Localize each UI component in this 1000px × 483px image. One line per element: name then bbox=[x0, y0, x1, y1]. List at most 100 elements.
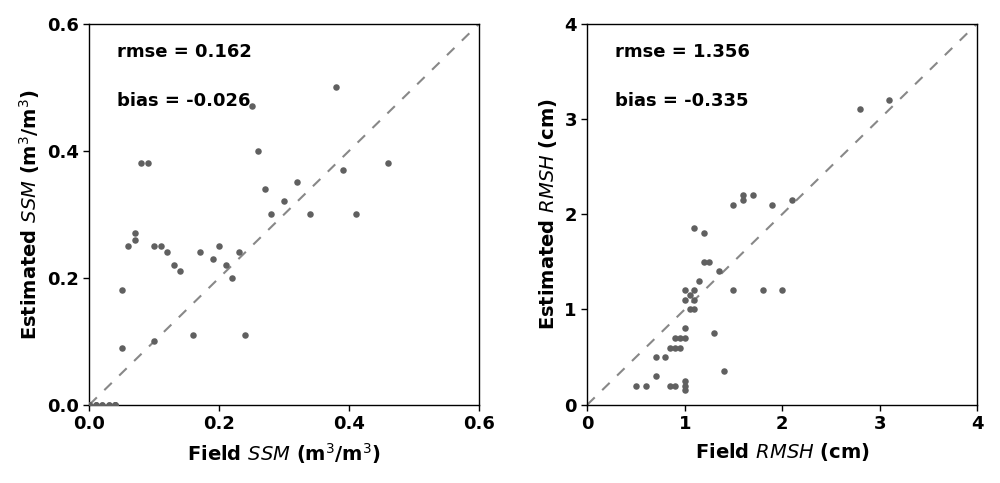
Point bbox=[677, 296, 693, 304]
Point bbox=[127, 229, 143, 237]
Point bbox=[745, 191, 761, 199]
Point bbox=[237, 331, 253, 339]
Text: bias = -0.026: bias = -0.026 bbox=[117, 92, 250, 110]
Point bbox=[380, 159, 396, 167]
Point bbox=[166, 261, 182, 269]
Point bbox=[784, 196, 800, 204]
Point bbox=[677, 286, 693, 294]
Point bbox=[648, 353, 664, 361]
Point bbox=[701, 258, 717, 266]
Point bbox=[146, 337, 162, 345]
Point bbox=[231, 248, 247, 256]
Point bbox=[94, 401, 110, 409]
Point bbox=[172, 268, 188, 275]
Point bbox=[133, 159, 149, 167]
Point bbox=[107, 401, 123, 409]
Point bbox=[682, 306, 698, 313]
Point bbox=[672, 344, 688, 352]
Point bbox=[94, 401, 110, 409]
Point bbox=[276, 198, 292, 205]
Point bbox=[192, 248, 208, 256]
Point bbox=[725, 201, 741, 209]
Point bbox=[328, 83, 344, 91]
Point bbox=[101, 401, 117, 409]
Text: bias = -0.335: bias = -0.335 bbox=[615, 92, 748, 110]
Point bbox=[677, 334, 693, 342]
Point bbox=[852, 105, 868, 113]
Point bbox=[244, 102, 260, 110]
Point bbox=[185, 331, 201, 339]
Point bbox=[667, 334, 683, 342]
Point bbox=[81, 401, 97, 409]
Point bbox=[711, 268, 727, 275]
Point bbox=[691, 277, 707, 284]
Point bbox=[159, 248, 175, 256]
Point bbox=[662, 344, 678, 352]
Point bbox=[205, 255, 221, 262]
Point bbox=[706, 329, 722, 337]
Point bbox=[696, 258, 712, 266]
Point bbox=[677, 377, 693, 385]
Point bbox=[648, 372, 664, 380]
Point bbox=[81, 401, 97, 409]
Point bbox=[677, 382, 693, 389]
Point bbox=[735, 191, 751, 199]
Point bbox=[107, 401, 123, 409]
Point bbox=[218, 261, 234, 269]
Point bbox=[348, 210, 364, 218]
Point bbox=[88, 401, 104, 409]
Point bbox=[881, 96, 897, 104]
Point bbox=[774, 286, 790, 294]
Point bbox=[81, 401, 97, 409]
Point bbox=[667, 382, 683, 389]
Point bbox=[289, 179, 305, 186]
Point bbox=[107, 401, 123, 409]
Point bbox=[657, 353, 673, 361]
Point bbox=[81, 401, 97, 409]
X-axis label: Field $\mathit{SSM}$ (m$^3$/m$^3$): Field $\mathit{SSM}$ (m$^3$/m$^3$) bbox=[187, 441, 381, 466]
Point bbox=[153, 242, 169, 250]
Point bbox=[250, 147, 266, 155]
Point bbox=[725, 286, 741, 294]
Point bbox=[667, 344, 683, 352]
Point bbox=[81, 401, 97, 409]
X-axis label: Field $\mathit{RMSH}$ (cm): Field $\mathit{RMSH}$ (cm) bbox=[695, 441, 870, 463]
Point bbox=[686, 225, 702, 232]
Point bbox=[127, 236, 143, 243]
Point bbox=[114, 286, 130, 294]
Point bbox=[257, 185, 273, 193]
Point bbox=[140, 159, 156, 167]
Text: rmse = 0.162: rmse = 0.162 bbox=[117, 43, 252, 61]
Y-axis label: Estimated $\mathit{RMSH}$ (cm): Estimated $\mathit{RMSH}$ (cm) bbox=[537, 98, 559, 330]
Point bbox=[335, 166, 351, 173]
Point bbox=[677, 386, 693, 394]
Point bbox=[638, 382, 654, 389]
Point bbox=[672, 334, 688, 342]
Point bbox=[81, 401, 97, 409]
Point bbox=[211, 242, 227, 250]
Point bbox=[686, 296, 702, 304]
Point bbox=[88, 401, 104, 409]
Point bbox=[662, 382, 678, 389]
Point bbox=[716, 368, 732, 375]
Point bbox=[120, 242, 136, 250]
Point bbox=[263, 210, 279, 218]
Point bbox=[88, 401, 104, 409]
Point bbox=[81, 401, 97, 409]
Point bbox=[628, 382, 644, 389]
Point bbox=[107, 401, 123, 409]
Point bbox=[146, 242, 162, 250]
Point bbox=[686, 286, 702, 294]
Point bbox=[107, 401, 123, 409]
Point bbox=[764, 201, 780, 209]
Point bbox=[735, 196, 751, 204]
Point bbox=[101, 401, 117, 409]
Point bbox=[682, 291, 698, 299]
Text: rmse = 1.356: rmse = 1.356 bbox=[615, 43, 749, 61]
Point bbox=[302, 210, 318, 218]
Y-axis label: Estimated $\mathit{SSM}$ (m$^3$/m$^3$): Estimated $\mathit{SSM}$ (m$^3$/m$^3$) bbox=[17, 89, 42, 340]
Point bbox=[81, 401, 97, 409]
Point bbox=[755, 286, 771, 294]
Point bbox=[696, 229, 712, 237]
Point bbox=[224, 274, 240, 282]
